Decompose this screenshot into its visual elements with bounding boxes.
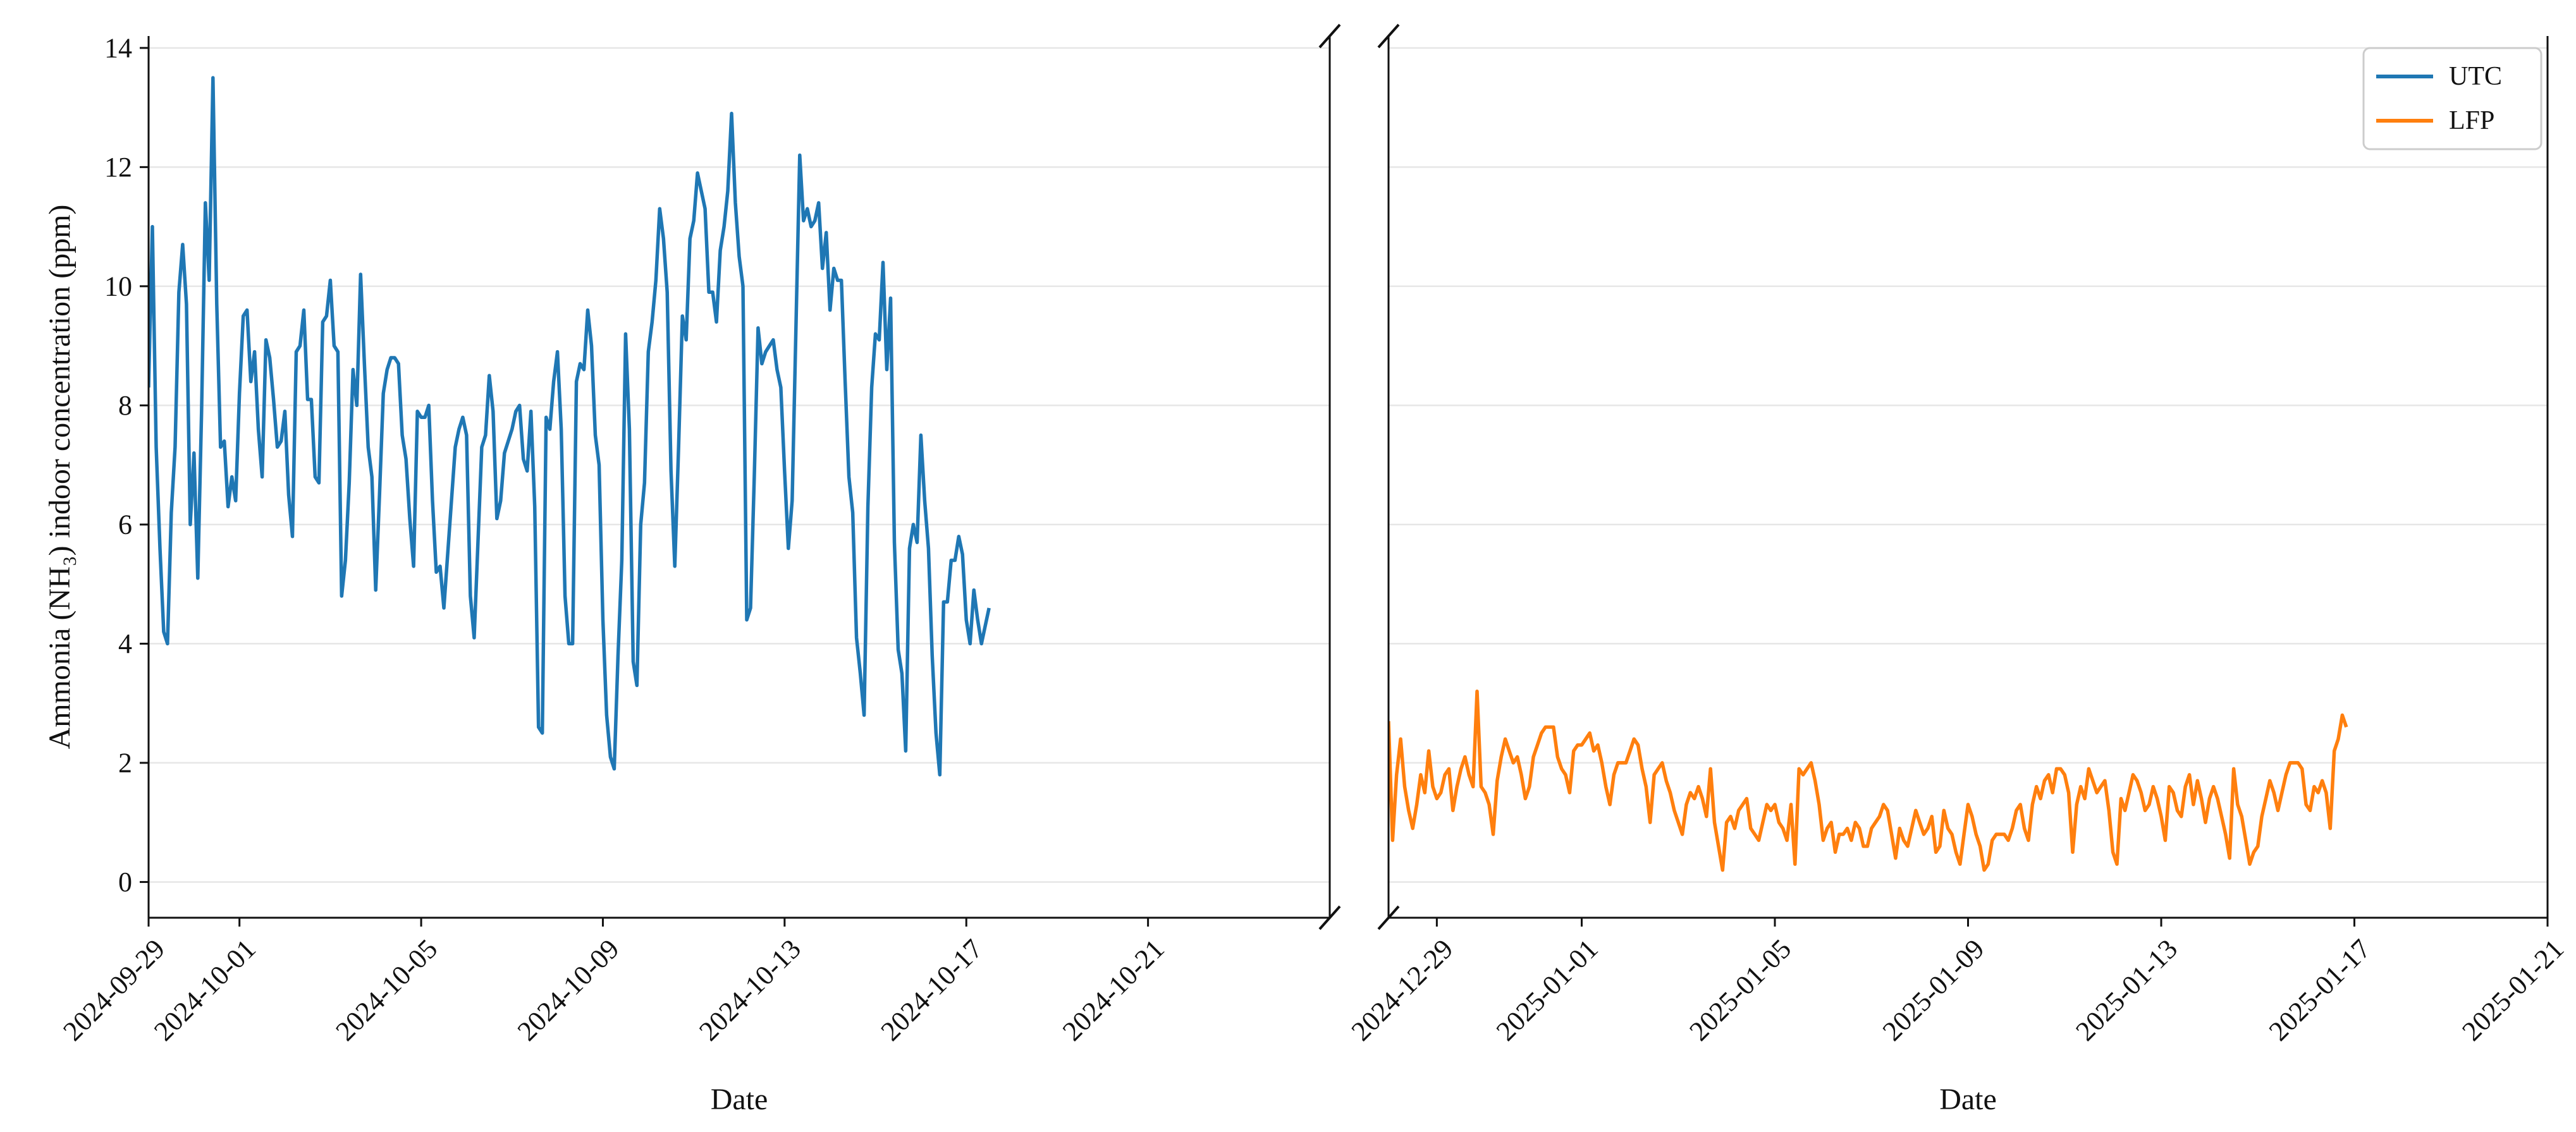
- x-tick-label: 2025-01-21: [2456, 933, 2570, 1047]
- y-tick-label: 8: [118, 390, 132, 421]
- x-tick-label: 2024-10-21: [1057, 933, 1170, 1047]
- axis-break-mark: [1377, 23, 1400, 49]
- legend-box: [2362, 47, 2542, 150]
- x-tick-label: 2025-01-05: [1683, 933, 1797, 1047]
- x-tick-label: 2025-01-17: [2263, 933, 2377, 1047]
- y-tick-label: 2: [118, 747, 132, 778]
- x-tick-label: 2025-01-13: [2070, 933, 2183, 1047]
- x-tick-label: 2025-01-01: [1490, 933, 1604, 1047]
- y-tick-label: 0: [118, 867, 132, 898]
- x-tick-label: 2025-01-09: [1877, 933, 1990, 1047]
- y-tick-label: 6: [118, 509, 132, 540]
- y-tick-label: 14: [104, 32, 132, 63]
- y-tick-label: 10: [104, 271, 132, 301]
- x-tick-label: 2024-10-05: [329, 933, 443, 1047]
- legend-label-utc: UTC: [2449, 62, 2502, 91]
- x-axis-title: Date: [1939, 1083, 1997, 1116]
- series-line-utc: [149, 76, 991, 777]
- y-tick-label: 12: [104, 152, 132, 183]
- x-tick-label: 2024-12-29: [1346, 933, 1459, 1047]
- axis-break-mark: [1318, 905, 1341, 930]
- axis-break-mark: [1318, 23, 1341, 49]
- axis-break-mark: [1377, 905, 1400, 930]
- legend-label-lfp: LFP: [2449, 106, 2494, 135]
- series-line-lfp: [1389, 690, 2348, 872]
- y-tick-label: 4: [118, 628, 132, 659]
- x-tick-label: 2024-10-09: [512, 933, 625, 1047]
- y-axis-title: Ammonia (NH₃) indoor concentration (ppm): [43, 205, 77, 750]
- x-tick-label: 2024-10-13: [693, 933, 807, 1047]
- x-axis-title: Date: [711, 1083, 768, 1116]
- x-tick-label: 2024-10-17: [875, 933, 989, 1047]
